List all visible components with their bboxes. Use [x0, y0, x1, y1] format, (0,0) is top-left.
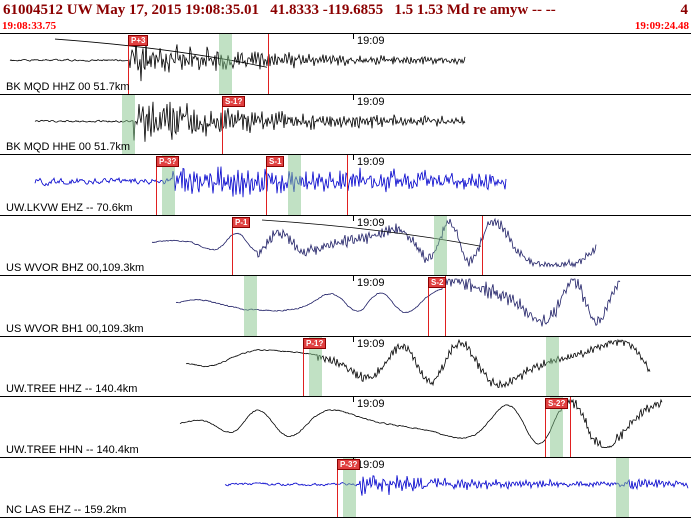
- pick-window-band: [309, 336, 322, 396]
- minute-tick: [353, 276, 354, 281]
- minute-tick: [353, 94, 354, 100]
- pick-window-band: [244, 276, 257, 336]
- waveform-canvas[interactable]: [0, 95, 691, 155]
- trace-row-2[interactable]: 19:09 BK MQD HHE 00 51.7km S-1?: [0, 94, 691, 155]
- trace-row-4[interactable]: 19:09 US WVOR BHZ 00,109.3km P-1: [0, 215, 691, 276]
- trace-row-8[interactable]: 19:09 NC LAS EHZ -- 159.2km P-3?: [0, 457, 691, 518]
- window-end-time: 19:09:24.48: [634, 20, 689, 32]
- minute-tick: [353, 397, 354, 402]
- pick-time-line: [482, 215, 483, 275]
- amplitude-decay-curve: [54, 38, 268, 68]
- seismic-waveform: [151, 217, 597, 268]
- waveform-canvas[interactable]: [0, 458, 691, 518]
- trace-time-label: 19:09: [357, 35, 385, 47]
- phase-pick-flag[interactable]: S-2: [428, 277, 447, 288]
- seismic-waveform: [34, 166, 507, 198]
- pick-time-line: [268, 34, 269, 94]
- pick-flag-pole: [156, 165, 157, 215]
- minute-tick: [353, 34, 354, 39]
- pick-flag-pole: [545, 407, 546, 457]
- seismic-waveform: [34, 101, 466, 142]
- phase-pick-flag[interactable]: P-3?: [337, 458, 361, 470]
- phase-pick-flag[interactable]: P+3: [128, 35, 149, 46]
- trace-time-label: 19:09: [357, 337, 385, 350]
- trace-panel: 19:09 BK MQD HHZ 00 51.7km P+3 19:09 BK …: [0, 33, 691, 518]
- station-channel-label: US WVOR BHZ 00,109.3km: [6, 262, 145, 274]
- seismic-waveform: [9, 37, 466, 82]
- waveform-canvas[interactable]: [0, 397, 691, 457]
- trace-time-label: 19:09: [357, 458, 385, 471]
- pick-window-band: [219, 34, 232, 94]
- station-channel-label: UW.LKVW EHZ -- 70.6km: [6, 201, 133, 214]
- trace-time-label: 19:09: [357, 277, 385, 289]
- minute-tick: [353, 336, 354, 342]
- station-channel-label: US WVOR BH1 00,109.3km: [6, 322, 144, 335]
- waveform-canvas[interactable]: [0, 155, 691, 215]
- event-summary: 61004512 UW May 17, 2015 19:08:35.01 41.…: [3, 2, 556, 18]
- phase-pick-flag[interactable]: P-3?: [156, 156, 180, 167]
- trace-time-label: 19:09: [357, 398, 385, 410]
- event-header-bar: 61004512 UW May 17, 2015 19:08:35.01 41.…: [0, 0, 691, 20]
- phase-pick-flag[interactable]: S-1?: [222, 95, 246, 107]
- pick-window-band: [122, 94, 135, 154]
- trace-row-6[interactable]: 19:09 UW.TREE HHZ -- 140.4km P-1?: [0, 336, 691, 397]
- pick-window-band: [546, 336, 559, 396]
- pick-window-band: [343, 457, 356, 517]
- trace-time-label: 19:09: [357, 95, 385, 108]
- pick-window-band: [616, 457, 629, 517]
- trace-row-7[interactable]: 19:09 UW.TREE HHN -- 140.4km S-2?: [0, 397, 691, 458]
- minute-tick: [353, 155, 354, 160]
- pick-time-line: [570, 397, 571, 457]
- trace-row-1[interactable]: 19:09 BK MQD HHZ 00 51.7km P+3: [0, 34, 691, 95]
- pick-flag-pole: [337, 467, 338, 517]
- phase-pick-flag[interactable]: S-1: [266, 156, 285, 167]
- seismic-waveform: [179, 398, 663, 449]
- seismic-waveform: [224, 474, 689, 496]
- station-channel-label: BK MQD HHZ 00 51.7km: [6, 80, 130, 93]
- station-channel-label: UW.TREE HHZ -- 140.4km: [6, 383, 138, 395]
- trace-time-label: 19:09: [357, 216, 385, 229]
- page-indicator: 4: [680, 2, 689, 18]
- station-channel-label: UW.TREE HHN -- 140.4km: [6, 443, 139, 456]
- pick-flag-pole: [428, 286, 429, 336]
- trace-row-5[interactable]: 19:09 US WVOR BH1 00,109.3km S-2: [0, 276, 691, 337]
- trace-time-label: 19:09: [357, 156, 385, 168]
- pick-window-band: [550, 397, 563, 457]
- station-channel-label: NC LAS EHZ -- 159.2km: [6, 504, 127, 516]
- waveform-canvas[interactable]: [0, 337, 691, 397]
- phase-pick-flag[interactable]: S-2?: [545, 398, 569, 409]
- pick-flag-pole: [266, 165, 267, 215]
- pick-window-band: [434, 215, 447, 275]
- pick-time-line: [347, 155, 348, 215]
- seismic-waveform: [175, 278, 621, 327]
- phase-pick-flag[interactable]: P-1: [232, 216, 251, 228]
- pick-flag-pole: [128, 44, 129, 94]
- pick-time-line: [445, 276, 446, 336]
- pick-flag-pole: [232, 225, 233, 275]
- amplitude-decay-curve: [261, 219, 482, 247]
- waveform-canvas[interactable]: [0, 34, 691, 94]
- minute-tick: [353, 215, 354, 221]
- phase-pick-flag[interactable]: P-1?: [303, 337, 327, 349]
- window-start-time: 19:08:33.75: [2, 20, 57, 32]
- station-channel-label: BK MQD HHE 00 51.7km: [6, 141, 131, 153]
- seismic-waveform: [185, 338, 651, 388]
- pick-window-band: [288, 155, 301, 215]
- pick-flag-pole: [222, 104, 223, 154]
- trace-row-3[interactable]: 19:09 UW.LKVW EHZ -- 70.6km P-3? S-1: [0, 155, 691, 216]
- time-range-bar: 19:08:33.75 19:09:24.48: [0, 20, 691, 33]
- waveform-canvas[interactable]: [0, 216, 691, 276]
- pick-window-band: [162, 155, 175, 215]
- pick-flag-pole: [303, 346, 304, 396]
